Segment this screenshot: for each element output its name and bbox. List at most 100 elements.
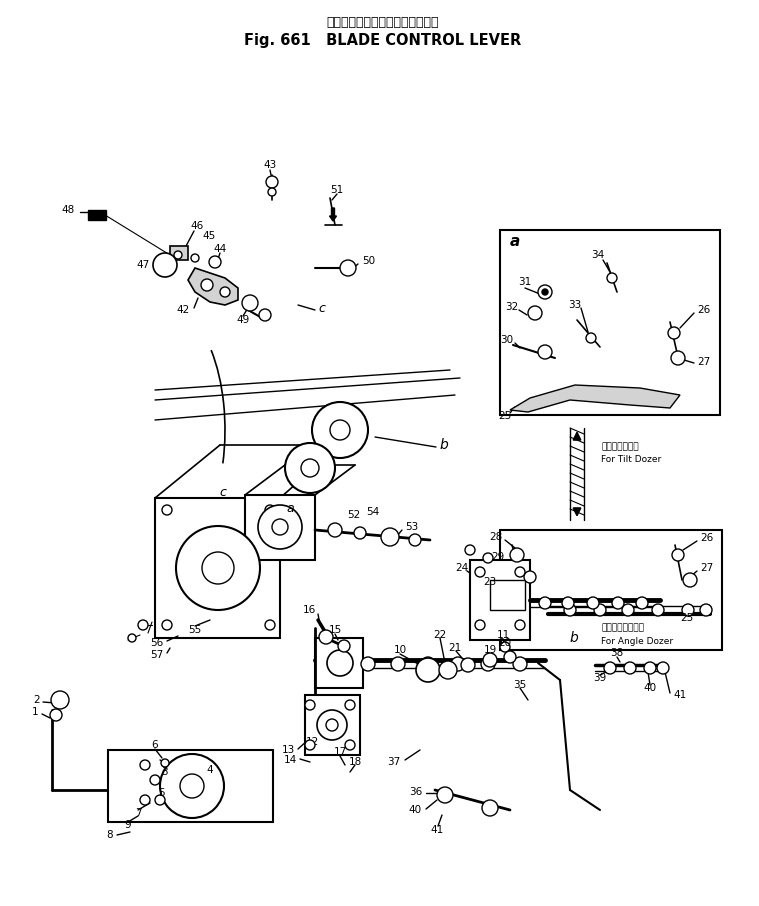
Circle shape [266,176,278,188]
Text: 11: 11 [496,630,509,640]
Text: 37: 37 [387,757,400,767]
Text: 3: 3 [162,767,168,777]
Circle shape [330,420,350,440]
Circle shape [317,710,347,740]
Text: 36: 36 [409,787,422,797]
Text: 15: 15 [329,625,342,635]
Text: c: c [219,486,226,498]
Circle shape [475,567,485,577]
Circle shape [128,634,136,642]
Circle shape [140,760,150,770]
Circle shape [258,505,302,549]
Bar [500,230,720,415]
Circle shape [160,754,224,818]
Bar [108,750,273,822]
Text: 2: 2 [33,695,40,705]
Text: 5: 5 [159,788,165,798]
Text: 45: 45 [202,231,216,241]
Text: 50: 50 [362,256,375,266]
Bar [155,498,280,638]
Circle shape [671,351,685,365]
Text: For Tilt Dozer: For Tilt Dozer [601,456,661,465]
Circle shape [475,620,485,630]
Circle shape [409,534,421,546]
Text: 51: 51 [330,185,344,195]
Text: 47: 47 [137,260,150,270]
Text: 54: 54 [367,507,380,517]
Circle shape [510,548,524,562]
Text: b: b [440,438,449,452]
Text: 18: 18 [348,757,361,767]
Text: 38: 38 [610,648,624,658]
Circle shape [483,553,493,563]
Circle shape [416,658,440,682]
Text: 19: 19 [483,645,496,655]
Text: アングルドーザ用: アングルドーザ用 [601,623,644,632]
Text: 27: 27 [700,563,713,573]
Circle shape [138,620,148,630]
Circle shape [607,273,617,283]
Text: a: a [286,502,294,515]
Text: 29: 29 [492,552,505,562]
Circle shape [465,545,475,555]
Circle shape [538,285,552,299]
Circle shape [538,345,552,359]
Circle shape [176,526,260,610]
Text: 39: 39 [594,673,606,683]
Circle shape [161,759,169,767]
Bar [500,530,722,650]
Text: b: b [570,631,579,645]
Circle shape [652,604,664,616]
Circle shape [587,597,599,609]
Circle shape [340,260,356,276]
Text: 48: 48 [61,205,75,215]
Circle shape [174,251,182,259]
Circle shape [451,657,465,671]
Circle shape [326,719,338,731]
Circle shape [604,662,616,674]
Circle shape [155,795,165,805]
Text: For Angle Dozer: For Angle Dozer [601,637,673,645]
Circle shape [381,528,399,546]
Text: 16: 16 [303,605,316,615]
Circle shape [209,256,221,268]
Circle shape [500,642,510,652]
Circle shape [513,657,527,671]
Circle shape [220,287,230,297]
Circle shape [345,700,355,710]
Circle shape [539,597,551,609]
Circle shape [272,519,288,535]
Circle shape [482,800,498,816]
Circle shape [700,604,712,616]
Circle shape [265,505,275,515]
Text: 25: 25 [680,613,693,623]
Text: 21: 21 [449,643,461,653]
Text: c: c [318,302,325,314]
Text: 12: 12 [305,737,319,747]
Text: 22: 22 [433,630,446,640]
Circle shape [668,327,680,339]
Bar [470,560,530,640]
Text: 26: 26 [700,533,713,543]
Circle shape [312,402,368,458]
Text: 8: 8 [106,830,113,840]
Circle shape [564,604,576,616]
Text: 4: 4 [206,765,213,775]
Circle shape [191,254,199,262]
Circle shape [162,620,172,630]
Circle shape [265,620,275,630]
Text: 40: 40 [409,805,422,815]
Text: 41: 41 [430,825,443,835]
Text: 46: 46 [190,221,203,231]
Bar [305,695,360,755]
Text: 23: 23 [483,577,496,587]
Circle shape [305,740,315,750]
Circle shape [153,253,177,277]
Circle shape [202,552,234,584]
Circle shape [51,691,69,709]
Text: 9: 9 [124,820,131,830]
Text: 31: 31 [518,277,531,287]
Text: 7: 7 [134,808,141,818]
Circle shape [636,597,648,609]
Text: 55: 55 [188,625,202,635]
